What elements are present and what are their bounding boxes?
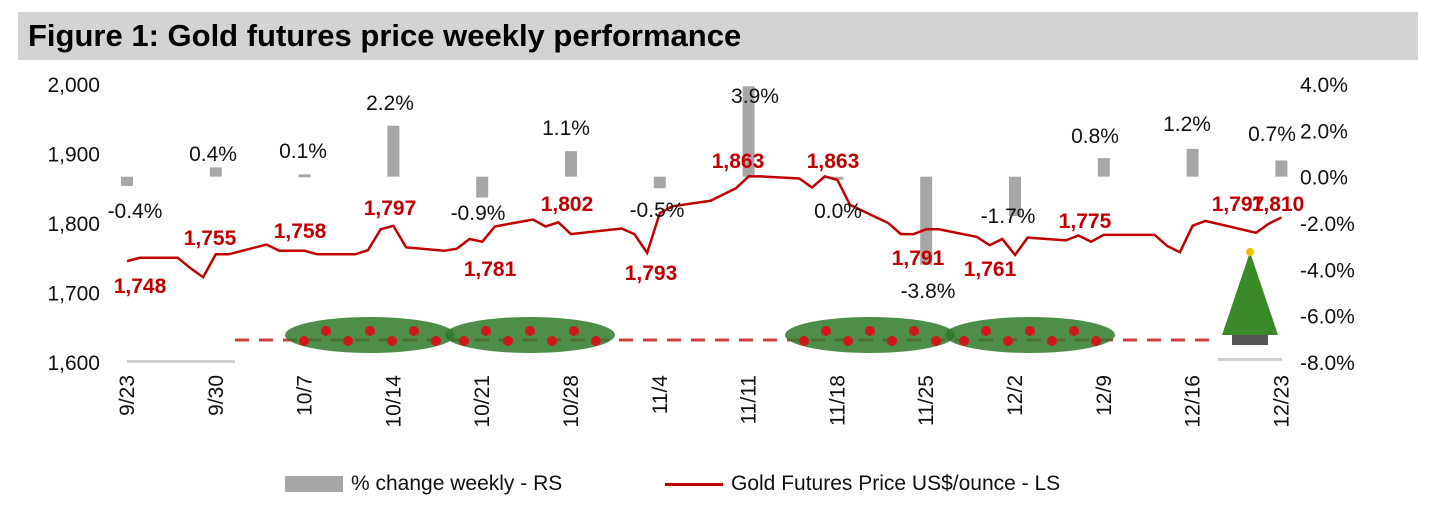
price-data-label: 1,748 bbox=[114, 275, 167, 298]
bar-weekly-change bbox=[1097, 158, 1110, 177]
bar-weekly-change bbox=[121, 176, 133, 186]
left-axis-tick: 1,600 bbox=[47, 352, 100, 375]
bar-weekly-change bbox=[920, 176, 933, 265]
pct-data-label: 0.8% bbox=[1071, 125, 1119, 148]
right-axis-tick: -4.0% bbox=[1300, 259, 1355, 282]
christmas-decoration bbox=[127, 248, 1282, 363]
bar-weekly-change bbox=[209, 167, 222, 177]
left-axis-tick: 1,900 bbox=[47, 144, 100, 167]
legend-bar-label: % change weekly - RS bbox=[351, 472, 563, 495]
pct-data-label: 2.2% bbox=[366, 92, 414, 115]
bar-weekly-change bbox=[742, 86, 755, 177]
price-data-label: 1,755 bbox=[184, 227, 237, 250]
x-axis-tick: 10/28 bbox=[560, 375, 583, 428]
left-axis-tick: 2,000 bbox=[47, 74, 100, 97]
pct-data-label: -1.7% bbox=[981, 205, 1036, 228]
pct-data-label: -0.5% bbox=[630, 199, 685, 222]
price-data-label: 1,810 bbox=[1252, 193, 1305, 216]
chart-title: Figure 1: Gold futures price weekly perf… bbox=[28, 18, 742, 53]
bar-weekly-change bbox=[476, 176, 489, 198]
right-axis-tick: 0.0% bbox=[1300, 167, 1348, 190]
pct-data-label: 0.1% bbox=[279, 140, 327, 163]
price-data-label: 1,791 bbox=[892, 247, 945, 270]
pct-data-label: -3.8% bbox=[901, 280, 956, 303]
pct-data-label: 0.0% bbox=[814, 200, 862, 223]
price-data-label: 1,758 bbox=[274, 220, 327, 243]
right-axis-tick: -2.0% bbox=[1300, 213, 1355, 236]
right-axis-tick: 2.0% bbox=[1300, 120, 1348, 143]
left-axis-tick: 1,700 bbox=[47, 283, 100, 306]
x-axis-tick: 9/23 bbox=[116, 375, 139, 416]
price-data-label: 1,797 bbox=[1212, 193, 1265, 216]
x-axis-tick: 11/4 bbox=[649, 375, 672, 415]
right-axis-tick: 4.0% bbox=[1300, 74, 1348, 97]
price-data-label: 1,775 bbox=[1059, 210, 1112, 233]
x-axis-tick: 11/25 bbox=[915, 375, 938, 426]
pct-data-label: 0.7% bbox=[1248, 123, 1296, 146]
x-axis-tick: 12/23 bbox=[1270, 375, 1293, 428]
pct-data-label: 0.4% bbox=[189, 143, 237, 166]
bar-weekly-change bbox=[1275, 160, 1288, 177]
bar-weekly-change bbox=[387, 125, 400, 177]
price-data-label: 1,863 bbox=[807, 150, 860, 173]
bar-weekly-change bbox=[1186, 148, 1199, 177]
pct-data-label: 3.9% bbox=[731, 85, 779, 108]
bar-weekly-change bbox=[565, 151, 577, 177]
price-data-label: 1,761 bbox=[964, 258, 1017, 281]
pct-data-label: 1.2% bbox=[1163, 113, 1211, 136]
price-data-label: 1,793 bbox=[625, 262, 678, 285]
legend-line-label: Gold Futures Price US$/ounce - LS bbox=[731, 472, 1061, 495]
legend-bar-swatch bbox=[285, 476, 343, 492]
price-data-label: 1,802 bbox=[541, 193, 594, 216]
x-axis-tick: 10/21 bbox=[471, 375, 494, 428]
x-axis-tick: 9/30 bbox=[205, 375, 228, 416]
pct-data-label: -0.9% bbox=[451, 202, 506, 225]
price-data-label: 1,863 bbox=[712, 150, 765, 173]
bar-weekly-change bbox=[1009, 176, 1021, 217]
x-axis-tick: 12/16 bbox=[1182, 375, 1205, 428]
x-axis-tick: 11/11 bbox=[738, 375, 761, 424]
title-bar: Figure 1: Gold futures price weekly perf… bbox=[18, 12, 1418, 60]
pct-data-label: -0.4% bbox=[108, 200, 163, 223]
price-data-label: 1,781 bbox=[464, 258, 517, 281]
legend-item-line: Gold Futures Price US$/ounce - LS bbox=[665, 472, 1060, 496]
price-data-label: 1,797 bbox=[364, 197, 417, 220]
christmas-tree-icon bbox=[1222, 248, 1278, 345]
right-axis-tick: -6.0% bbox=[1300, 306, 1355, 329]
x-axis-tick: 11/18 bbox=[826, 375, 849, 426]
bar-weekly-change bbox=[653, 176, 666, 189]
x-axis-tick: 12/9 bbox=[1093, 375, 1116, 416]
x-axis-tick: 10/14 bbox=[382, 375, 405, 428]
legend-item-bars: % change weekly - RS bbox=[285, 472, 562, 496]
bar-weekly-change bbox=[298, 174, 311, 178]
gold-price-line bbox=[126, 175, 1282, 280]
left-axis-tick: 1,800 bbox=[47, 213, 100, 236]
legend-line-swatch bbox=[665, 482, 723, 486]
x-axis-tick: 10/7 bbox=[294, 375, 317, 416]
bar-weekly-change bbox=[831, 176, 844, 180]
right-axis-tick: -8.0% bbox=[1300, 352, 1355, 375]
pct-data-label: 1.1% bbox=[542, 117, 590, 140]
x-axis-tick: 12/2 bbox=[1004, 375, 1027, 416]
